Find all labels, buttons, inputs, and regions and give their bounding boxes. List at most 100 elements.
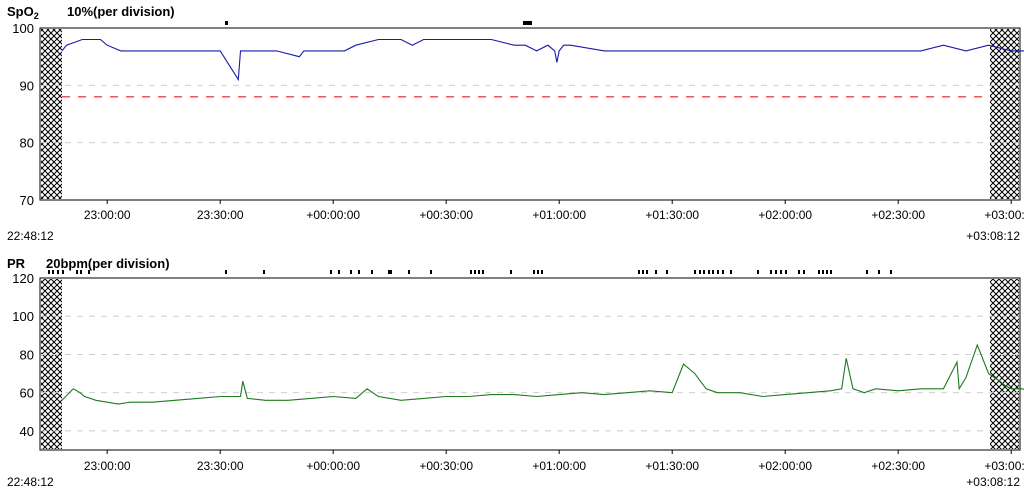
artifact-mark xyxy=(225,270,227,274)
spo2-x-end-label: +03:08:12 xyxy=(966,229,1020,243)
spo2-start-hatch xyxy=(41,29,62,199)
x-tick-label: +02:30:00 xyxy=(871,208,925,222)
artifact-mark xyxy=(76,270,78,274)
artifact-mark xyxy=(638,270,640,274)
pr-x-tick-labels: 23:00:00 23:30:00 +00:00:00 +00:30:00 +01:00… xyxy=(84,450,1024,473)
y-tick-label: 60 xyxy=(20,386,34,401)
spo2-x-tick-labels: 23:00:00 23:30:00 +00:00:00 +00:30:00 +01:00… xyxy=(84,200,1024,222)
artifact-mark xyxy=(430,270,432,274)
artifact-mark xyxy=(803,270,805,274)
spo2-title: SpO2 xyxy=(7,4,39,21)
artifact-mark xyxy=(537,270,539,274)
artifact-mark xyxy=(371,270,373,274)
pr-scale-note: 20bpm(per division) xyxy=(46,256,170,271)
artifact-mark xyxy=(48,270,50,274)
artifact-mark xyxy=(699,270,701,274)
pr-y-tick-labels: 120 100 80 60 40 xyxy=(12,271,34,439)
artifact-mark xyxy=(785,270,787,274)
y-tick-label: 40 xyxy=(20,424,34,439)
pr-x-start-label: 22:48:12 xyxy=(7,475,54,489)
artifact-mark xyxy=(694,270,696,274)
x-tick-label: +01:00:00 xyxy=(532,459,586,473)
series-line xyxy=(61,38,1024,82)
x-tick-label: +00:30:00 xyxy=(419,208,473,222)
x-tick-label: 23:00:00 xyxy=(84,208,131,222)
artifact-mark xyxy=(330,270,332,274)
spo2-y-tick-labels: 100 90 80 70 xyxy=(12,21,34,208)
artifact-mark xyxy=(722,270,724,274)
artifact-mark xyxy=(62,270,64,274)
x-tick-label: 23:00:00 xyxy=(84,459,131,473)
x-tick-label: +02:30:00 xyxy=(871,459,925,473)
spo2-series xyxy=(61,38,1024,82)
artifact-mark xyxy=(866,270,868,274)
pr-plot-frame xyxy=(39,277,1021,451)
artifact-mark xyxy=(541,270,543,274)
pr-series xyxy=(61,343,1024,405)
y-tick-label: 70 xyxy=(20,193,34,208)
artifact-mark xyxy=(830,270,832,274)
artifact-mark xyxy=(798,270,800,274)
artifact-mark xyxy=(655,270,657,274)
artifact-mark xyxy=(730,270,732,274)
artifact-mark xyxy=(88,270,90,274)
y-tick-label: 100 xyxy=(12,21,34,36)
artifact-mark xyxy=(80,270,82,274)
artifact-mark xyxy=(703,270,705,274)
spo2-end-hatch xyxy=(990,29,1019,199)
spo2-x-start-label: 22:48:12 xyxy=(7,229,54,243)
artifact-mark xyxy=(388,270,390,274)
artifact-mark xyxy=(780,270,782,274)
pr-start-hatch xyxy=(41,279,62,449)
artifact-mark xyxy=(818,270,820,274)
x-tick-label: +03:00:00 xyxy=(984,459,1024,473)
y-tick-label: 90 xyxy=(20,78,34,93)
pr-end-hatch xyxy=(990,279,1019,449)
artifact-mark xyxy=(478,270,480,274)
pr-title: PR xyxy=(7,256,26,271)
artifact-mark xyxy=(482,270,484,274)
pr-panel: PR 20bpm(per division) 120 100 80 60 40 23:0… xyxy=(7,256,1024,489)
artifact-mark xyxy=(263,270,265,274)
artifact-mark xyxy=(338,270,340,274)
series-line xyxy=(61,343,1024,405)
artifact-mark xyxy=(712,270,714,274)
artifact-mark xyxy=(646,270,648,274)
x-tick-label: +01:00:00 xyxy=(532,208,586,222)
artifact-mark xyxy=(470,270,472,274)
pr-grid xyxy=(41,315,1019,432)
artifact-mark xyxy=(826,270,828,274)
y-tick-label: 120 xyxy=(12,271,34,286)
pr-x-end-label: +03:08:12 xyxy=(966,475,1020,489)
spo2-grid xyxy=(41,84,1019,144)
artifact-mark xyxy=(822,270,824,274)
artifact-mark xyxy=(890,270,892,274)
artifact-mark xyxy=(775,270,777,274)
artifact-mark xyxy=(350,270,352,274)
spo2-scale-note: 10%(per division) xyxy=(67,4,175,19)
x-tick-label: +02:00:00 xyxy=(758,208,812,222)
artifact-mark xyxy=(717,270,719,274)
artifact-mark xyxy=(770,270,772,274)
artifact-mark xyxy=(533,270,535,274)
artifact-mark xyxy=(757,270,759,274)
artifact-mark xyxy=(57,270,59,274)
spo2-artifact-marks xyxy=(225,21,532,25)
artifact-mark xyxy=(878,270,880,274)
artifact-mark xyxy=(474,270,476,274)
x-tick-label: 23:30:00 xyxy=(197,208,244,222)
artifact-mark xyxy=(642,270,644,274)
x-tick-label: 23:30:00 xyxy=(197,459,244,473)
x-tick-label: +01:30:00 xyxy=(645,459,699,473)
y-tick-label: 80 xyxy=(20,136,34,151)
x-tick-label: +00:30:00 xyxy=(419,459,473,473)
artifact-mark xyxy=(666,270,668,274)
artifact-mark xyxy=(708,270,710,274)
x-tick-label: +00:00:00 xyxy=(306,459,360,473)
artifact-mark xyxy=(390,270,392,274)
x-tick-label: +01:30:00 xyxy=(645,208,699,222)
artifact-mark xyxy=(408,270,410,274)
x-tick-label: +00:00:00 xyxy=(306,208,360,222)
artifact-mark xyxy=(52,270,54,274)
